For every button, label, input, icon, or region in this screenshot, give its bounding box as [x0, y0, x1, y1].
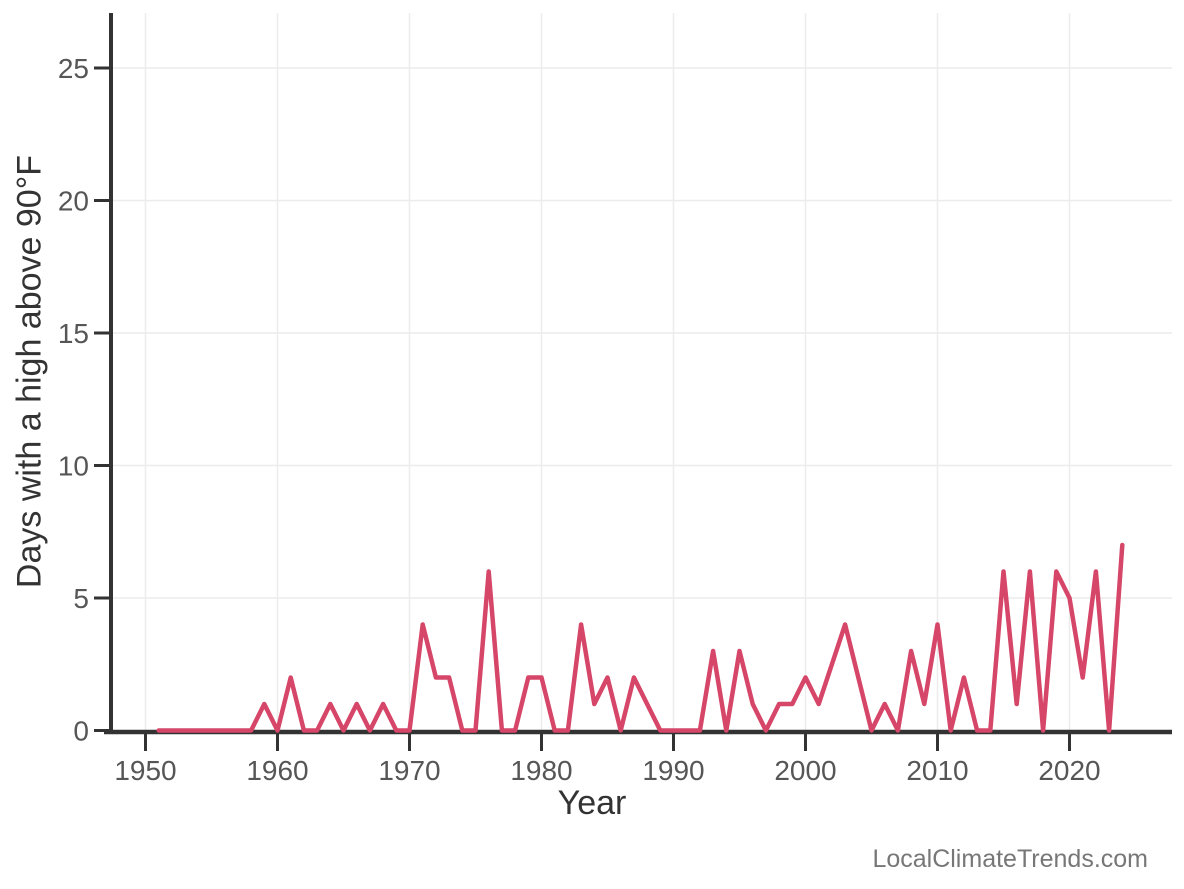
x-tick-label-2020: 2020 [1038, 755, 1100, 786]
x-tick-label-1990: 1990 [642, 755, 704, 786]
y-tick-label-20: 20 [58, 186, 89, 217]
y-tick-label-5: 5 [73, 583, 89, 614]
y-tick-label-25: 25 [58, 53, 89, 84]
x-tick-label-1960: 1960 [246, 755, 308, 786]
watermark: LocalClimateTrends.com [872, 845, 1148, 873]
x-tick-label-1980: 1980 [510, 755, 572, 786]
x-tick-label-1970: 1970 [378, 755, 440, 786]
y-tick-label-0: 0 [73, 716, 89, 747]
data-line-days-above-90f [156, 542, 1125, 733]
x-tick-label-1950: 1950 [114, 755, 176, 786]
x-tick-label-2000: 2000 [774, 755, 836, 786]
plot-gridlines [111, 13, 1172, 732]
x-tick-label-2010: 2010 [906, 755, 968, 786]
y-axis-title: Days with a high above 90°F [10, 154, 49, 589]
x-axis-title: Year [557, 784, 627, 822]
y-tick-label-15: 15 [58, 318, 89, 349]
y-tick-label-10: 10 [58, 451, 89, 482]
